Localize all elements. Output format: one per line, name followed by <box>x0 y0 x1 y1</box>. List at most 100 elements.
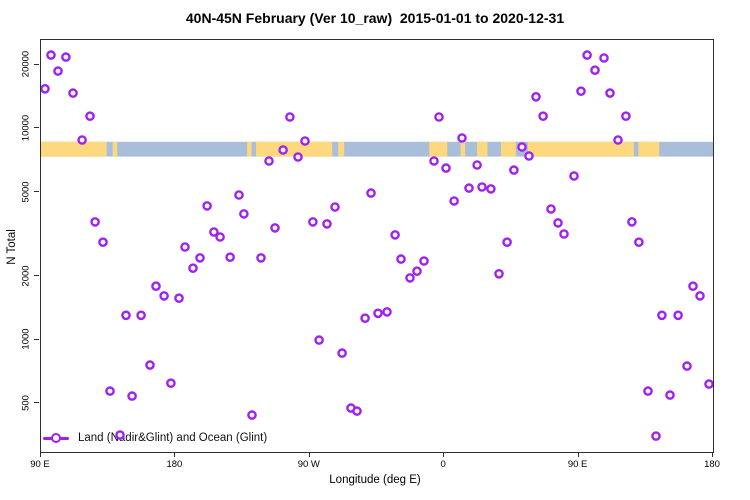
data-point <box>682 361 692 371</box>
data-point <box>502 237 512 247</box>
data-point <box>264 156 274 166</box>
data-point <box>136 310 146 321</box>
data-point <box>651 431 661 441</box>
data-point <box>569 171 579 181</box>
map-band-land <box>527 141 634 157</box>
x-axis-label: Longitude (deg E) <box>329 474 421 486</box>
data-point <box>225 252 235 262</box>
data-point <box>627 217 637 227</box>
data-point <box>90 217 100 227</box>
x-tick <box>40 452 41 457</box>
y-tick-label: 500 <box>20 394 32 411</box>
data-point <box>366 188 376 198</box>
y-tick <box>34 127 39 129</box>
data-point <box>346 403 356 413</box>
data-point <box>590 65 600 76</box>
data-point <box>486 184 496 194</box>
data-point <box>209 227 219 237</box>
y-tick-label: 1000 <box>20 328 32 350</box>
y-tick-label: 20000 <box>20 51 32 78</box>
data-point <box>412 266 422 276</box>
data-point <box>517 142 527 152</box>
y-tick <box>34 191 39 193</box>
x-tick-label: 0 <box>440 459 446 470</box>
data-point <box>300 136 310 146</box>
y-tick-label: 5000 <box>20 180 32 203</box>
x-tick <box>308 452 310 457</box>
x-tick-label: 180 <box>166 459 183 470</box>
data-point <box>472 160 482 170</box>
data-point <box>293 152 303 162</box>
data-point <box>673 310 683 321</box>
y-tick-label: 2000 <box>20 264 32 287</box>
y-tick <box>34 275 39 277</box>
data-point <box>390 230 400 240</box>
data-point <box>337 348 347 358</box>
data-point <box>61 52 71 62</box>
data-point <box>145 360 155 370</box>
data-point <box>621 111 631 121</box>
data-point <box>53 66 63 76</box>
data-point <box>531 92 541 102</box>
data-point <box>202 201 212 211</box>
data-point <box>382 307 392 317</box>
map-band-land <box>429 141 448 157</box>
data-point <box>553 218 563 228</box>
y-tick <box>34 402 39 404</box>
map-band-ocean <box>41 141 713 157</box>
data-point <box>434 112 444 122</box>
data-point <box>127 391 137 401</box>
data-point <box>234 190 244 200</box>
y-tick <box>34 63 39 65</box>
data-point <box>643 386 653 396</box>
data-point <box>239 209 249 219</box>
x-tick-label: 90 W <box>297 459 320 470</box>
map-band-land <box>638 141 660 157</box>
data-point <box>166 378 176 389</box>
plot-area: Land (Nadir&Glint) and Ocean (Glint) <box>40 39 714 453</box>
data-point <box>121 310 131 321</box>
data-point <box>441 163 451 173</box>
legend-label: Land (Nadir&Glint) and Ocean (Glint) <box>78 432 268 444</box>
legend-circle-icon <box>51 433 61 443</box>
data-point <box>657 310 667 321</box>
data-point <box>285 112 295 122</box>
map-band-land <box>247 141 252 157</box>
legend: Land (Nadir&Glint) and Ocean (Glint) <box>43 431 267 445</box>
data-point <box>68 88 78 98</box>
data-point <box>174 293 184 304</box>
data-point <box>477 182 487 192</box>
data-point <box>188 263 198 273</box>
x-tick <box>712 452 713 457</box>
data-point <box>360 313 370 324</box>
data-point <box>464 183 474 193</box>
data-point <box>559 229 569 239</box>
data-point <box>247 410 257 420</box>
data-point <box>41 84 50 94</box>
data-point <box>322 219 332 229</box>
data-point <box>524 151 534 161</box>
data-point <box>151 281 161 291</box>
data-point <box>308 217 318 227</box>
legend-marker-icon <box>43 432 69 444</box>
data-point <box>599 53 609 63</box>
data-point <box>46 50 56 60</box>
data-point <box>613 135 623 145</box>
data-point <box>330 202 340 212</box>
data-point <box>373 308 383 319</box>
map-band-land <box>41 141 107 157</box>
data-point <box>576 86 586 97</box>
x-tick <box>174 452 176 457</box>
x-tick-label: 90 E <box>567 459 588 470</box>
data-point <box>634 237 644 247</box>
data-point <box>538 111 548 121</box>
data-point <box>457 133 467 143</box>
x-tick-label: 180 <box>704 459 720 470</box>
map-band-land <box>500 141 516 157</box>
data-point <box>98 237 108 247</box>
data-point <box>215 232 225 242</box>
data-point <box>105 386 115 396</box>
x-tick <box>443 452 445 457</box>
data-point <box>509 165 519 175</box>
